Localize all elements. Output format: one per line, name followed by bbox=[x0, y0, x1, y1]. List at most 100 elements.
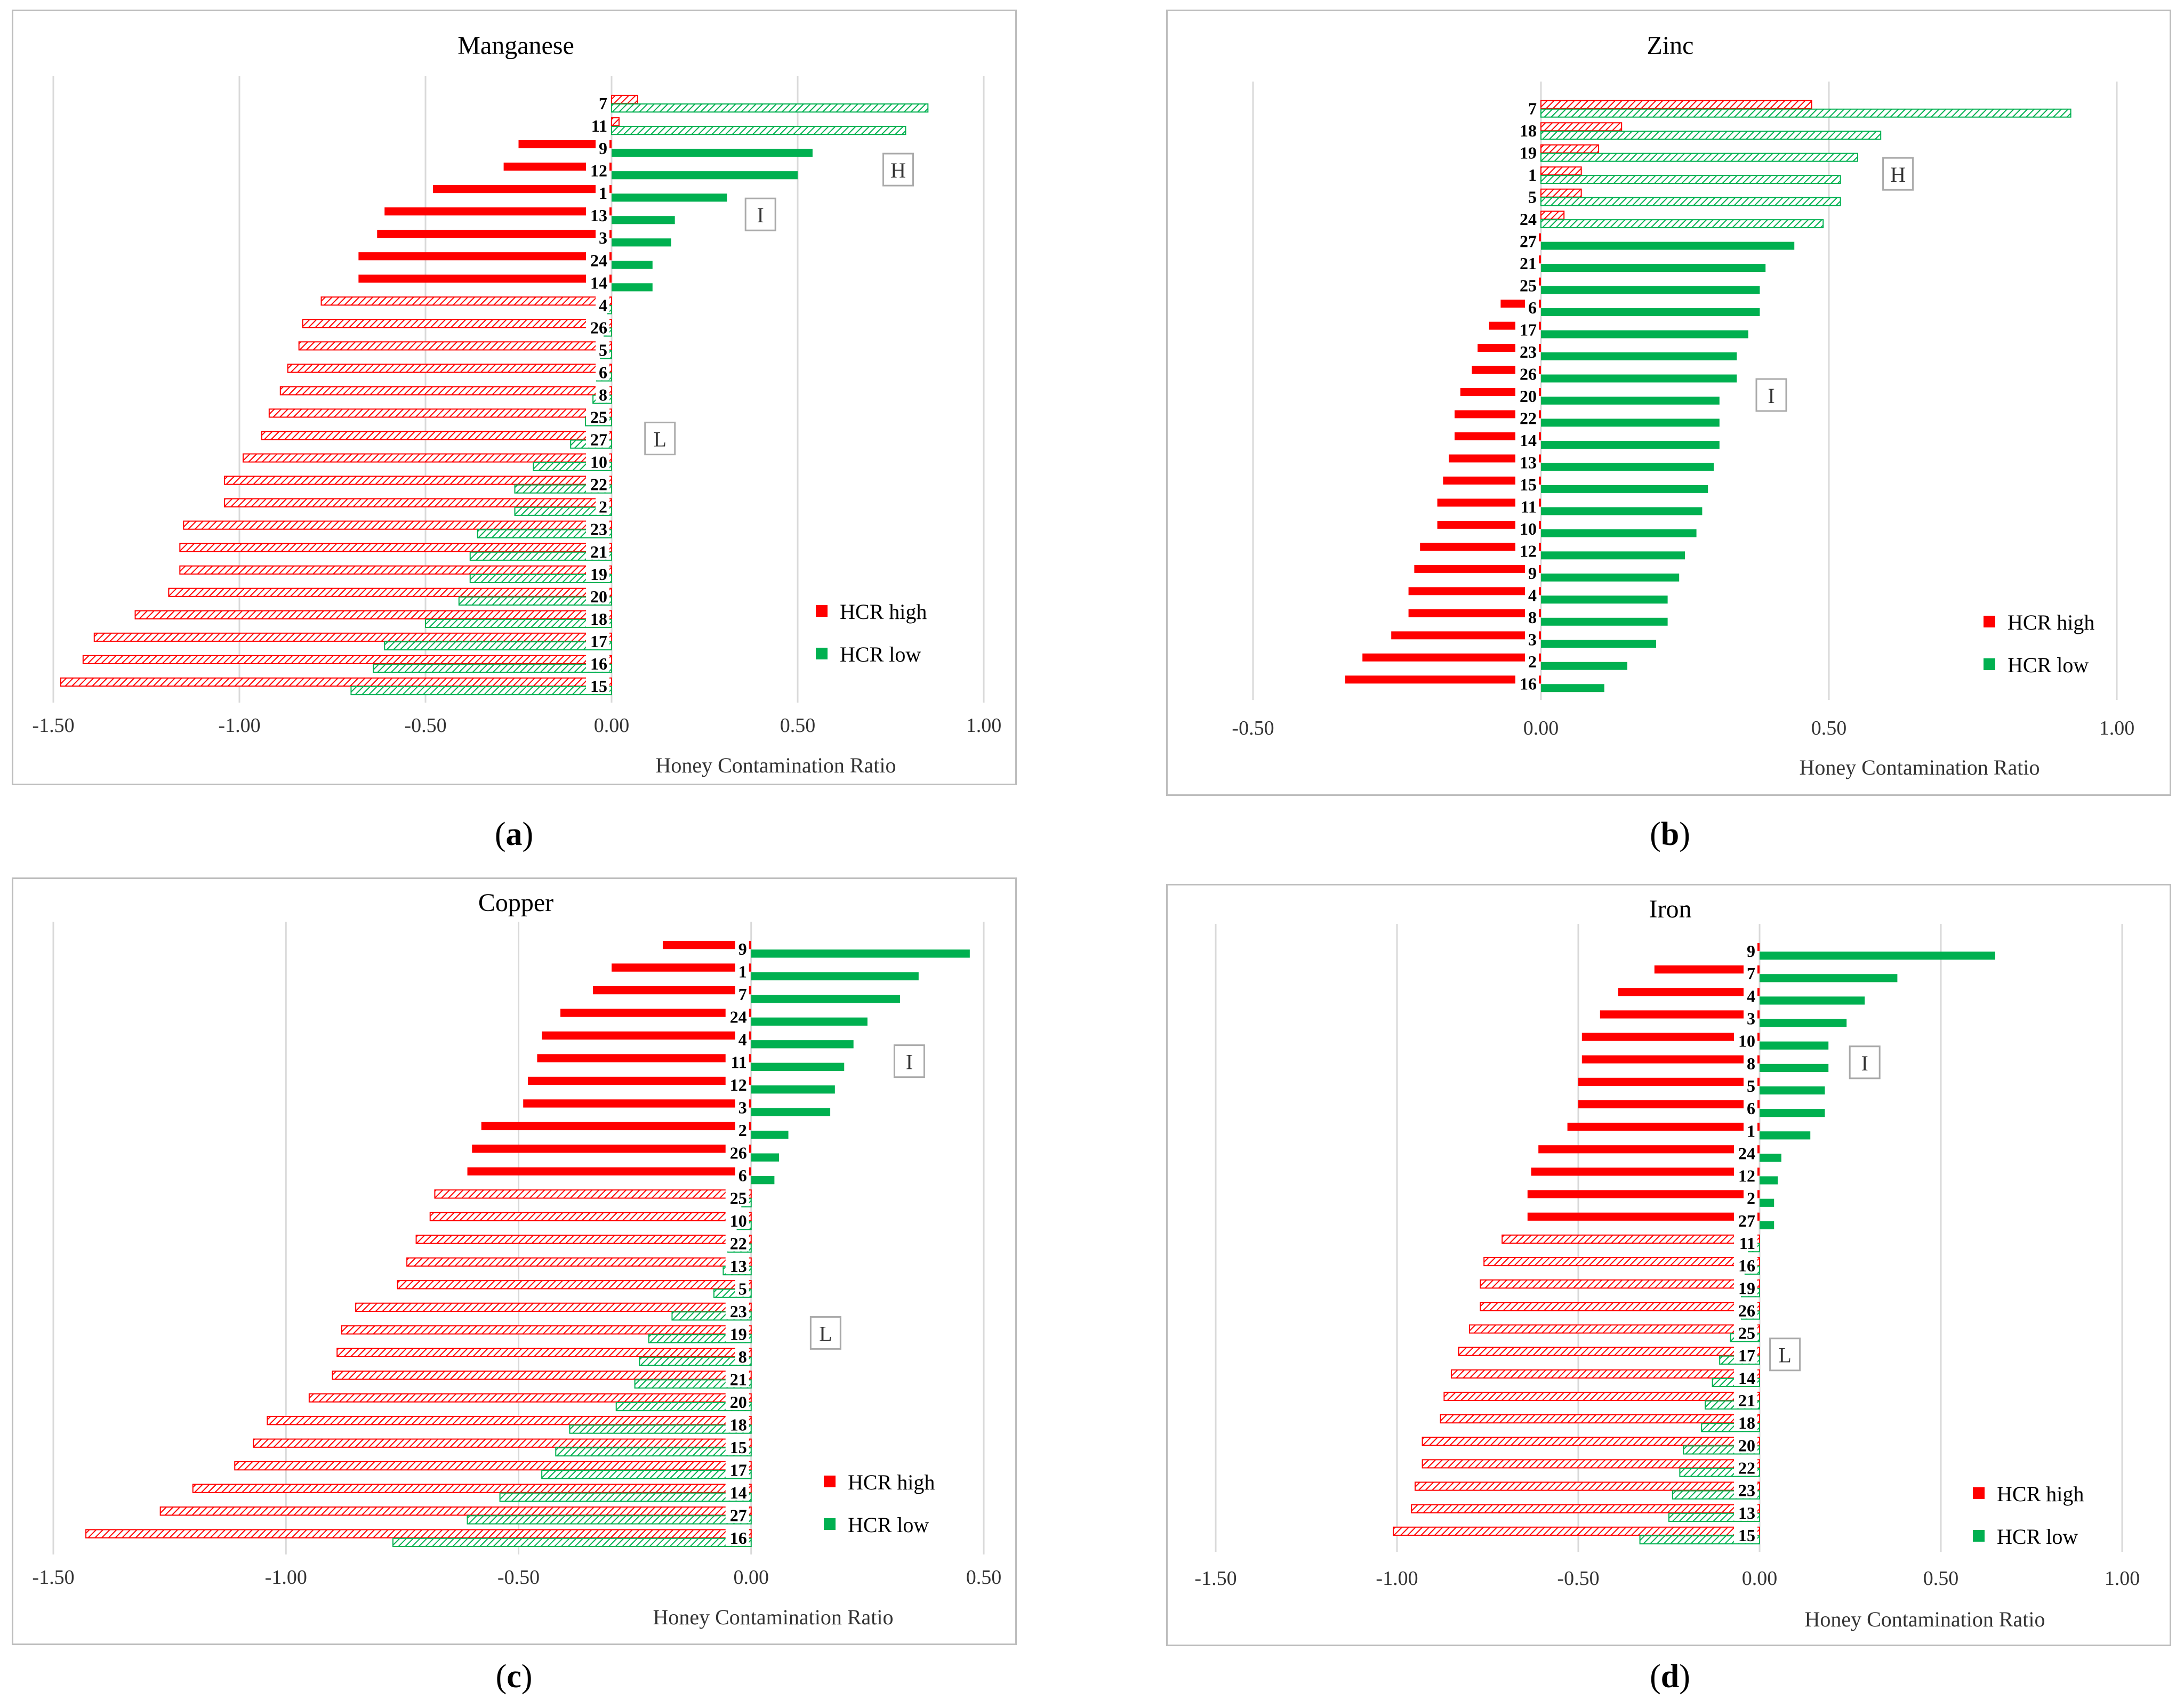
bar-hcr-high bbox=[593, 986, 751, 995]
category-label: 24 bbox=[1520, 210, 1537, 229]
bar-hcr-high bbox=[1458, 1347, 1760, 1356]
category-label-bg bbox=[586, 251, 609, 269]
category-label-bg bbox=[1515, 254, 1539, 272]
zone-label: H bbox=[1890, 163, 1906, 187]
bar-hcr-low bbox=[1540, 108, 2071, 118]
bar-hcr-high bbox=[1440, 1414, 1761, 1424]
bar-hcr-high bbox=[1483, 1256, 1760, 1267]
category-label-bg bbox=[1734, 1032, 1757, 1049]
bar-hcr-low bbox=[1541, 286, 1760, 294]
bar-hcr-high bbox=[267, 1416, 752, 1425]
category-label: 4 bbox=[1528, 585, 1537, 605]
category-label-bg bbox=[586, 408, 609, 425]
category-label-bg bbox=[1525, 652, 1539, 670]
bar-hcr-high bbox=[1654, 965, 1760, 974]
bar-hcr-low bbox=[541, 1470, 752, 1479]
category-label: 5 bbox=[1747, 1076, 1755, 1095]
category-label-bg bbox=[1734, 1391, 1757, 1409]
bar-hcr-high bbox=[611, 94, 638, 104]
x-tick-label: -0.50 bbox=[404, 714, 446, 737]
category-label: 17 bbox=[1738, 1346, 1755, 1365]
category-label: 23 bbox=[1520, 342, 1537, 361]
bar-hcr-high bbox=[1531, 1167, 1760, 1176]
bar-hcr-low bbox=[1540, 131, 1882, 140]
x-tick-label: 0.00 bbox=[1742, 1567, 1778, 1590]
bar-hcr-high bbox=[341, 1325, 752, 1335]
category-label: 18 bbox=[590, 609, 607, 629]
bar-hcr-high bbox=[397, 1280, 752, 1290]
category-label: 13 bbox=[590, 206, 607, 225]
bar-hcr-high bbox=[481, 1122, 751, 1131]
bar-hcr-high bbox=[472, 1145, 751, 1153]
category-label-bg bbox=[1515, 365, 1539, 382]
category-label: 11 bbox=[1739, 1234, 1755, 1253]
bar-hcr-low bbox=[751, 972, 919, 981]
category-label-bg bbox=[1744, 1076, 1757, 1094]
category-label: 19 bbox=[590, 565, 607, 584]
bar-hcr-high bbox=[503, 162, 612, 171]
bar-hcr-low bbox=[751, 949, 970, 958]
category-label-bg bbox=[1515, 497, 1539, 515]
bar-hcr-high bbox=[1422, 1459, 1761, 1469]
category-label-bg bbox=[725, 1392, 749, 1410]
bar-hcr-low bbox=[1639, 1535, 1760, 1545]
bar-hcr-low bbox=[612, 238, 671, 247]
category-label: 20 bbox=[590, 587, 607, 606]
category-label-bg bbox=[725, 1143, 749, 1161]
category-label: 12 bbox=[730, 1075, 747, 1094]
category-label: 7 bbox=[738, 985, 747, 1004]
bar-hcr-low bbox=[1541, 485, 1708, 493]
category-label-bg bbox=[1515, 453, 1539, 471]
bar-hcr-high bbox=[358, 252, 612, 261]
bar-hcr-high bbox=[434, 1189, 752, 1199]
bar-hcr-high bbox=[415, 1235, 752, 1244]
category-label-bg bbox=[586, 654, 609, 672]
bar-hcr-low bbox=[751, 1040, 854, 1049]
bar-hcr-low bbox=[751, 1176, 775, 1185]
bar-hcr-low bbox=[1760, 1041, 1829, 1050]
category-label-bg bbox=[1734, 1279, 1757, 1296]
bar-hcr-low bbox=[1541, 551, 1685, 560]
category-label: 12 bbox=[590, 161, 607, 180]
category-label: 18 bbox=[730, 1415, 747, 1434]
bar-hcr-low bbox=[1760, 974, 1898, 982]
category-label-bg bbox=[596, 94, 609, 112]
legend-high-label: HCR high bbox=[840, 600, 927, 624]
category-label-bg bbox=[586, 117, 609, 134]
category-label: 7 bbox=[1747, 964, 1755, 983]
bar-hcr-high bbox=[1581, 1033, 1760, 1041]
category-label: 22 bbox=[1738, 1458, 1755, 1477]
category-label-bg bbox=[596, 296, 609, 313]
bar-hcr-high bbox=[377, 230, 612, 238]
category-label: 23 bbox=[1738, 1481, 1755, 1500]
bar-hcr-low bbox=[514, 506, 613, 516]
bar-hcr-low bbox=[1760, 1019, 1847, 1027]
category-label: 6 bbox=[1528, 298, 1537, 317]
bar-hcr-low bbox=[751, 1085, 835, 1094]
bar-hcr-low bbox=[1541, 507, 1703, 515]
bar-hcr-high bbox=[384, 207, 612, 216]
bar-hcr-high bbox=[1600, 1010, 1760, 1019]
category-label-bg bbox=[725, 1506, 749, 1524]
chart-panel-iron: -1.50 -1.00 -0.50 0.00 0.50 1.00 Iron 9 7 4 3 10 8 5 6… bbox=[1166, 884, 2171, 1646]
category-label: 21 bbox=[730, 1369, 747, 1389]
bar-hcr-high bbox=[1480, 1302, 1760, 1311]
category-label: 9 bbox=[1528, 563, 1537, 583]
legend-low-swatch bbox=[1973, 1530, 1985, 1542]
category-label: 10 bbox=[1738, 1032, 1755, 1051]
zone-box bbox=[882, 152, 914, 187]
category-label: 9 bbox=[1747, 941, 1755, 961]
bar-hcr-high bbox=[611, 117, 620, 127]
bar-hcr-high bbox=[518, 140, 612, 149]
category-label-bg bbox=[586, 162, 609, 179]
category-label-bg bbox=[735, 1030, 749, 1048]
bar-hcr-low bbox=[612, 149, 813, 157]
category-label: 4 bbox=[738, 1030, 747, 1049]
bar-hcr-low bbox=[1541, 595, 1668, 604]
bar-hcr-high bbox=[662, 940, 751, 949]
category-label-bg bbox=[1744, 1189, 1757, 1206]
bar-hcr-high bbox=[1422, 1437, 1761, 1446]
bar-hcr-high bbox=[542, 1031, 751, 1040]
category-label-bg bbox=[1515, 475, 1539, 493]
bar-hcr-high bbox=[234, 1461, 752, 1471]
